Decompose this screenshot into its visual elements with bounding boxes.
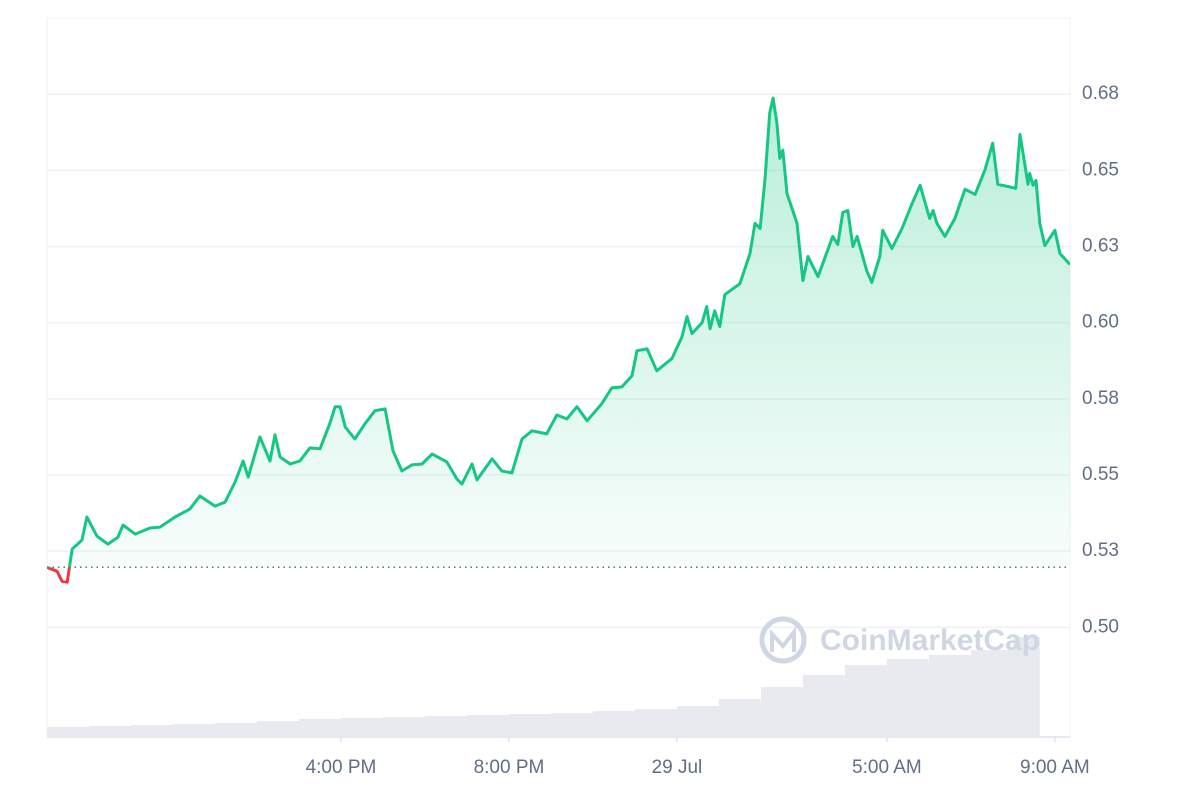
x-tick-label: 9:00 AM — [1020, 757, 1090, 778]
volume-bar — [424, 716, 467, 737]
volume-bar — [47, 727, 89, 737]
volume-bar — [88, 726, 131, 737]
volume-bar — [298, 719, 341, 737]
watermark-logo-m — [770, 626, 796, 652]
volume-bar — [718, 699, 761, 737]
volume-bar — [676, 706, 719, 737]
volume-bar — [928, 655, 971, 737]
volume-bar — [1012, 637, 1040, 737]
y-tick-label: 0.65 — [1082, 159, 1119, 180]
volume-bar — [844, 665, 887, 737]
volume-bar — [550, 713, 593, 737]
x-tick-label: 5:00 AM — [852, 757, 922, 778]
volume-bar — [634, 709, 677, 737]
y-tick-label: 0.53 — [1082, 540, 1119, 561]
volume-bar — [130, 725, 173, 737]
volume-bar — [382, 717, 425, 737]
volume-bar — [172, 724, 215, 737]
y-tick-label: 0.55 — [1082, 464, 1119, 485]
volume-bar — [256, 721, 299, 737]
volume-bar — [802, 675, 845, 737]
volume-bar — [340, 718, 383, 737]
volume-bar — [970, 650, 1013, 737]
price-area — [47, 98, 1070, 568]
y-tick-label: 0.60 — [1082, 312, 1119, 333]
watermark-text: CoinMarketCap — [820, 624, 1040, 657]
volume-bar — [508, 714, 551, 737]
y-tick-label: 0.63 — [1082, 236, 1119, 257]
volume-bar — [466, 715, 509, 737]
watermark-logo — [759, 616, 807, 664]
x-tick-label: 8:00 PM — [474, 757, 545, 778]
y-tick-label: 0.50 — [1082, 616, 1119, 637]
y-tick-label: 0.58 — [1082, 388, 1119, 409]
watermark: CoinMarketCap — [759, 616, 1040, 664]
volume-bar — [592, 711, 635, 737]
volume-bar — [214, 723, 257, 737]
price-line — [47, 96, 1070, 568]
x-tick-label: 29 Jul — [652, 757, 703, 778]
volume-bar — [760, 687, 803, 737]
y-tick-label: 0.68 — [1082, 83, 1119, 104]
volume-bar — [886, 659, 929, 737]
x-tick-label: 4:00 PM — [306, 757, 377, 778]
